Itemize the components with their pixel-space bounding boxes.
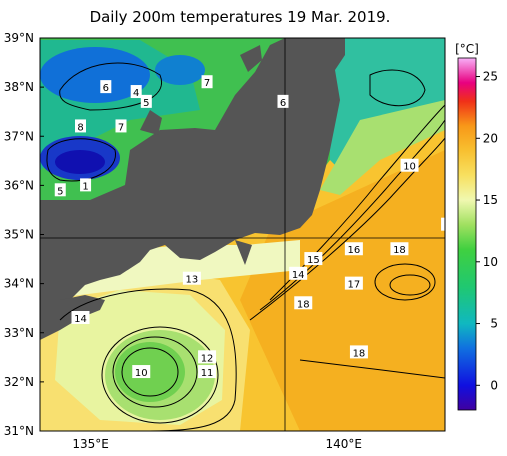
contour-label: 14 [74,314,87,325]
longitude-label: 140°E [326,437,363,451]
contour-label-box [344,242,363,256]
contour-label: 18 [297,299,310,310]
colorbar-tick-label: 15 [483,193,498,207]
contour-label-box [201,75,213,89]
contour-label: 7 [204,78,210,89]
contour-label: 6 [103,83,109,94]
contour-label: 5 [143,98,149,109]
contour-label: 11 [201,368,214,379]
map-title: Daily 200m temperatures 19 Mar. 2019. [89,8,391,26]
warm-water-east [240,150,445,431]
contour-warm-eddy-2 [389,274,431,296]
contour-label-box [132,365,151,379]
contour-label-box [80,178,92,192]
contour-label-box [198,365,217,379]
contour-label-box [502,286,507,299]
contour-label: 18 [353,348,366,359]
contour-cold-north [59,62,163,111]
land-izu-peninsula [235,240,252,265]
contour-label-box [441,217,445,231]
latitude-label: 31°N [4,424,34,438]
contour-label-box [75,119,86,133]
contour-label: 16 [348,245,361,256]
contour-label-box [277,94,289,108]
contour-label-box [54,183,66,197]
longitude-label: 135°E [72,437,109,451]
latitude-label: 32°N [4,375,34,389]
map-plot-area: 6457687155141510181618151417131815181412… [40,38,507,431]
contour-kuroshio-front-2 [259,119,445,311]
contour-warm-eddy-1 [374,263,436,301]
land-sado-island [240,45,262,72]
colorbar-unit: [°C] [455,42,479,56]
contour-label-box [344,276,363,290]
contour-label-box [289,266,308,280]
contour-label-box [182,271,201,285]
contour-label: 14 [292,270,305,281]
contour-label: 10 [403,162,416,173]
contour-label: 18 [393,245,406,256]
contour-label: 10 [135,368,148,379]
contour-label: 17 [348,280,361,291]
contour-label-box [115,119,127,133]
contour-label-box [400,158,419,172]
contour-label: 6 [280,98,286,109]
contour-label-box [71,311,90,325]
latitude-label: 39°N [4,31,34,45]
contour-cold-core [46,138,116,182]
contour-label-box [294,296,313,310]
contour-label-box [130,85,142,99]
cold-eddy-northeast [155,55,205,85]
contour-label: 15 [307,255,320,266]
contour-label-box [198,350,217,364]
contour-label-box [477,286,495,299]
colorbar-tick-label: 10 [483,255,498,269]
contour-eddy-outer [59,288,237,431]
cold-eddy-north [40,47,150,103]
latitude-label: 38°N [4,80,34,94]
contour-label-box [100,80,112,94]
contour-label: 7 [118,122,124,133]
colorbar-tick-label: 0 [490,378,498,392]
latitude-label: 36°N [4,178,34,192]
contour-northeast [369,69,426,107]
contour-label: 18 [479,289,492,300]
latitude-label: 33°N [4,326,34,340]
contour-label: 13 [186,275,199,286]
contour-eddy-1 [101,326,219,424]
contour-label: 12 [201,353,214,364]
colorbar-tick-label: 20 [483,131,498,145]
colorbar: [°C] 25 20 15 10 5 0 [455,42,498,411]
latitude-label: 34°N [4,277,34,291]
latitude-labels: 39°N 38°N 37°N 36°N 35°N 34°N 33°N 32°N 31°N [4,31,44,438]
contour-eddy-2 [112,336,198,408]
contour-eddy-3 [121,347,179,397]
contour-label: 8 [77,122,83,133]
contour-label-box [390,242,409,256]
contour-label: 1 [82,181,88,192]
colorbar-ticks: 25 20 15 10 5 0 [476,70,498,392]
contour-label: 4 [133,88,139,99]
longitude-labels: 135°E 140°E [72,437,362,451]
colorbar-gradient [457,57,477,411]
latitude-label: 37°N [4,129,34,143]
land-honshu [40,38,345,318]
cold-eddy-center [55,150,105,174]
colorbar-tick-label: 25 [483,70,498,84]
contour-label-box [304,252,323,266]
transition-band-northeast [320,100,445,195]
land-noto-peninsula [140,110,162,135]
contour-south-18 [299,359,445,379]
contour-label-box [140,94,152,108]
contour-label: 5 [57,186,63,197]
contour-label-box [349,345,368,359]
contour-label: 18 [444,221,457,232]
latitude-label: 35°N [4,228,34,242]
colorbar-tick-label: 5 [490,317,498,331]
contour-labels: 6457687155141510181618151417131815181412… [54,75,507,379]
